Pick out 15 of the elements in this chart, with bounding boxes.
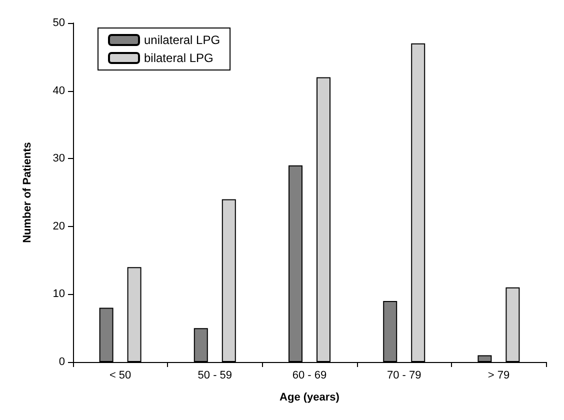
y-tick-label: 40 [52, 84, 65, 97]
y-tick-label: 20 [52, 220, 65, 232]
y-axis-title: Number of Patients [22, 142, 34, 243]
x-axis-title: Age (years) [280, 392, 340, 404]
x-tick-label: < 50 [109, 370, 132, 382]
y-tick-label: 0 [58, 356, 65, 368]
x-tick-label: 50 - 59 [198, 370, 232, 382]
y-tick-label: 10 [52, 288, 65, 300]
y-tick-label: 50 [52, 17, 65, 29]
legend-label: unilateral LPG [144, 33, 220, 47]
x-tick-label: > 79 [488, 370, 510, 382]
legend-label: bilateral LPG [144, 51, 214, 65]
x-tick-label: 70 - 79 [386, 370, 422, 382]
y-tick-label: 30 [52, 152, 65, 165]
x-tick-label: 60 - 69 [292, 370, 327, 382]
